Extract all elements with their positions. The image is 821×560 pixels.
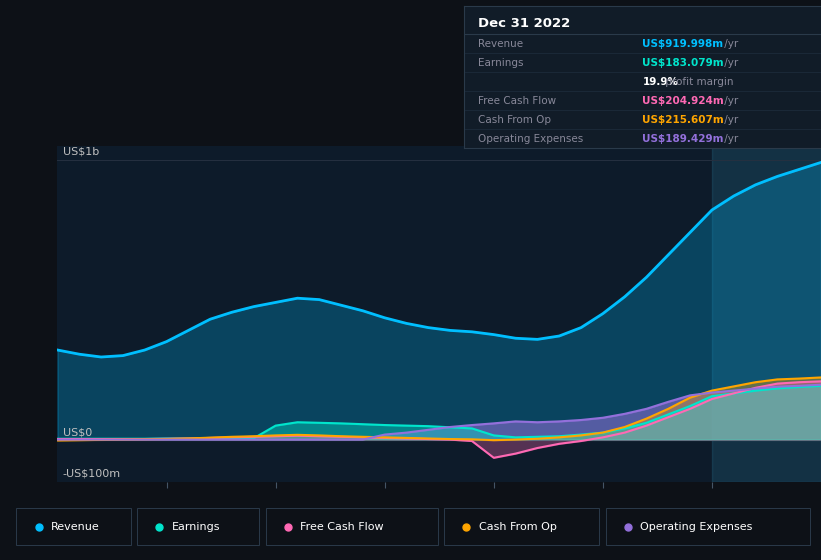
Text: Earnings: Earnings [172,522,220,532]
Text: /yr: /yr [721,39,738,49]
Text: Free Cash Flow: Free Cash Flow [478,96,557,106]
Text: profit margin: profit margin [662,77,734,87]
Text: -US$100m: -US$100m [63,469,121,479]
Text: /yr: /yr [721,96,738,106]
Text: /yr: /yr [721,134,738,144]
Text: US$204.924m: US$204.924m [643,96,724,106]
Bar [606,508,810,545]
Bar [137,508,259,545]
Text: /yr: /yr [721,58,738,68]
Text: Cash From Op: Cash From Op [479,522,557,532]
Bar [16,508,131,545]
Text: Cash From Op: Cash From Op [478,115,551,125]
Text: Dec 31 2022: Dec 31 2022 [478,17,571,30]
Text: Earnings: Earnings [478,58,524,68]
Text: Free Cash Flow: Free Cash Flow [300,522,384,532]
Bar [444,508,599,545]
Text: 19.9%: 19.9% [643,77,678,87]
Text: US$0: US$0 [63,427,92,437]
Text: US$215.607m: US$215.607m [643,115,724,125]
Text: Operating Expenses: Operating Expenses [478,134,584,144]
Text: US$919.998m: US$919.998m [643,39,723,49]
Text: Revenue: Revenue [478,39,523,49]
Text: Revenue: Revenue [51,522,99,532]
Text: Operating Expenses: Operating Expenses [640,522,753,532]
Text: US$189.429m: US$189.429m [643,134,724,144]
Text: US$1b: US$1b [63,147,99,157]
Text: US$183.079m: US$183.079m [643,58,724,68]
Text: /yr: /yr [721,115,738,125]
Bar [266,508,438,545]
Bar [712,146,821,482]
